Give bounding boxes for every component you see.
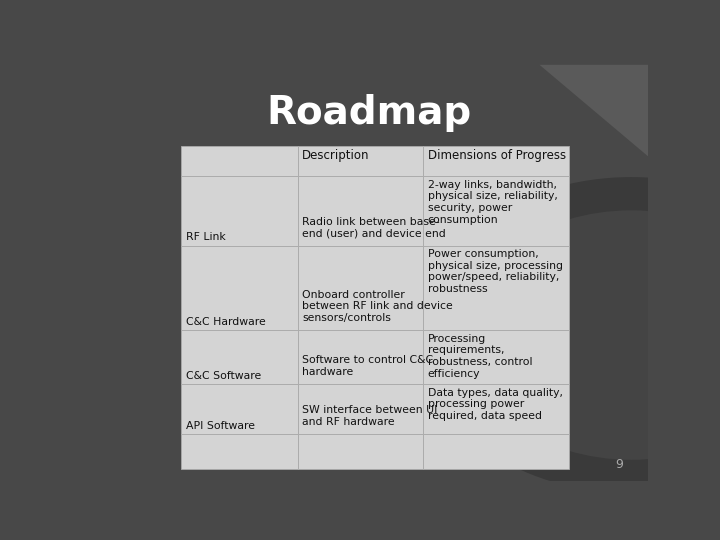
Bar (423, 330, 569, 384)
Bar (423, 434, 569, 469)
Text: Roadmap: Roadmap (266, 94, 472, 132)
Text: C&C Hardware: C&C Hardware (186, 317, 266, 327)
Bar (181, 177, 297, 246)
Bar (423, 384, 569, 434)
Circle shape (464, 210, 720, 460)
Text: RF Link: RF Link (186, 232, 225, 242)
Bar (297, 146, 423, 177)
Bar (181, 246, 297, 330)
Text: SW interface between UI
and RF hardware: SW interface between UI and RF hardware (302, 406, 438, 427)
Bar (181, 146, 297, 177)
Text: 2-way links, bandwidth,
physical size, reliability,
security, power
consumption: 2-way links, bandwidth, physical size, r… (428, 180, 557, 225)
Text: Power consumption,
physical size, processing
power/speed, reliability,
robustnes: Power consumption, physical size, proces… (428, 249, 563, 294)
Polygon shape (446, 65, 648, 156)
Bar (423, 246, 569, 330)
Bar (297, 177, 423, 246)
Bar (181, 384, 297, 434)
Bar (297, 434, 423, 469)
Bar (297, 246, 423, 330)
Bar (297, 330, 423, 384)
Bar (181, 330, 297, 384)
Circle shape (419, 177, 720, 493)
Bar (423, 177, 569, 246)
Text: Processing
requirements,
robustness, control
efficiency: Processing requirements, robustness, con… (428, 334, 532, 379)
Text: 9: 9 (615, 458, 623, 471)
Bar (423, 146, 569, 177)
Text: Software to control C&C
hardware: Software to control C&C hardware (302, 355, 433, 377)
Text: Data types, data quality,
processing power
required, data speed: Data types, data quality, processing pow… (428, 388, 563, 421)
Text: API Software: API Software (186, 421, 255, 431)
Text: Onboard controller
between RF link and device
sensors/controls: Onboard controller between RF link and d… (302, 290, 453, 323)
Text: Radio link between base-
end (user) and device end: Radio link between base- end (user) and … (302, 217, 446, 238)
Text: C&C Software: C&C Software (186, 371, 261, 381)
Bar (181, 434, 297, 469)
Text: Description: Description (302, 149, 369, 162)
Text: Dimensions of Progress: Dimensions of Progress (428, 149, 566, 162)
Bar (297, 384, 423, 434)
